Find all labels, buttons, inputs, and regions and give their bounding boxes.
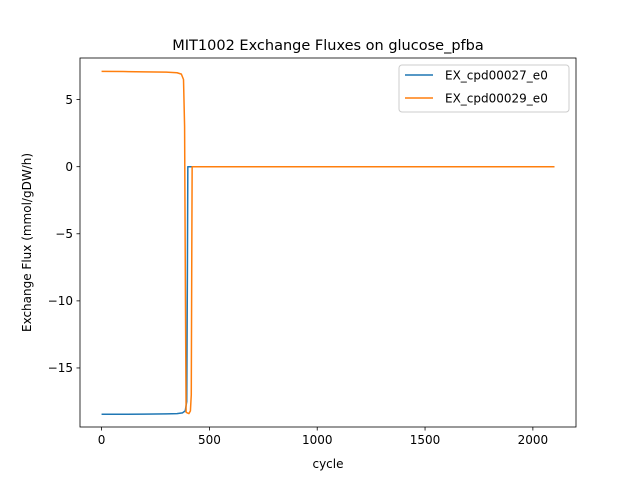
chart-title: MIT1002 Exchange Fluxes on glucose_pfba: [172, 38, 483, 54]
legend-label-series-2: EX_cpd00029_e0: [445, 92, 548, 106]
x-tick-label: 0: [98, 433, 106, 447]
axes-frame: [79, 57, 577, 428]
x-tick-label: 1000: [302, 433, 333, 447]
legend: EX_cpd00027_e0 EX_cpd00029_e0: [398, 64, 570, 113]
series-layer: [101, 70, 555, 415]
y-tick-label: −10: [48, 294, 73, 308]
series-line-2: [101, 70, 555, 415]
x-tick-label: 2000: [518, 433, 549, 447]
x-axis: 0 500 1000 1500 2000: [98, 427, 548, 447]
legend-box: [398, 64, 570, 113]
x-tick-label: 1500: [410, 433, 441, 447]
plot-area: [79, 57, 577, 428]
x-tick-label: 500: [198, 433, 221, 447]
y-axis: 5 0 −5 −10 −15: [48, 93, 80, 375]
y-axis-label: Exchange Flux (mmol/gDW/h): [20, 153, 34, 332]
y-tick-label: −5: [55, 227, 73, 241]
legend-label-series-1: EX_cpd00027_e0: [445, 69, 548, 83]
x-axis-label: cycle: [312, 457, 343, 471]
y-tick-label: 0: [65, 160, 73, 174]
axes-background: [80, 58, 576, 427]
y-tick-label: 5: [65, 93, 73, 107]
y-tick-label: −15: [48, 361, 73, 375]
